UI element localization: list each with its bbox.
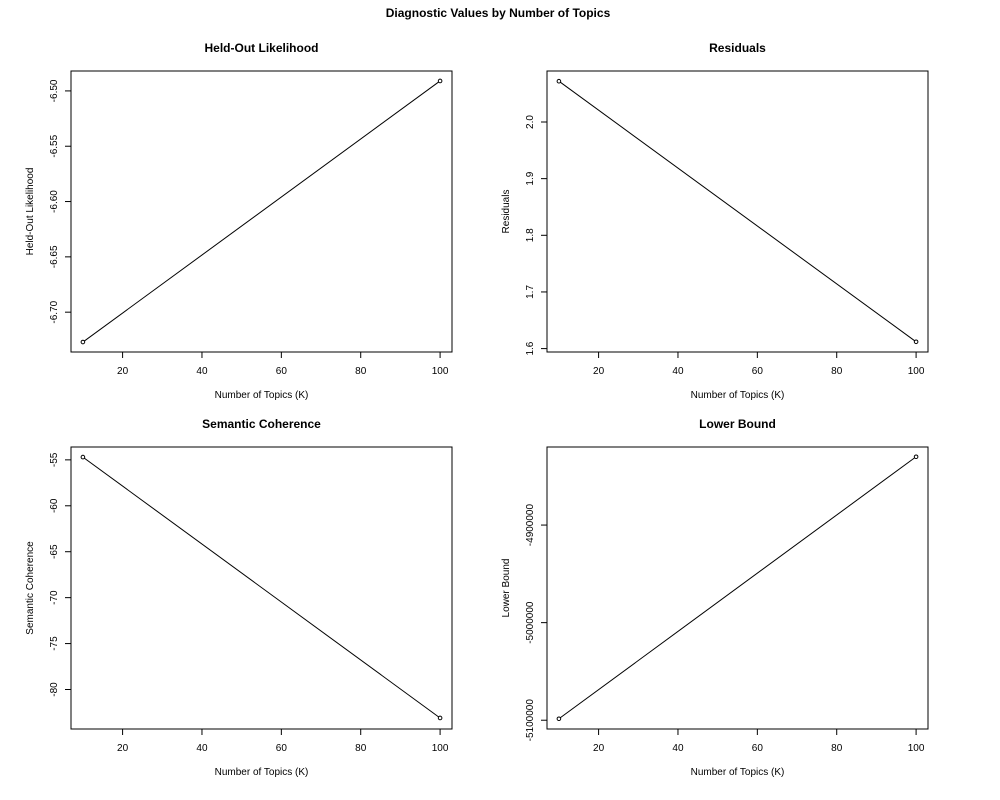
residuals-y-tick-label: 1.9 [525, 171, 536, 185]
semantic-coherence-y-tick-label: -55 [49, 452, 60, 467]
semantic-coherence-x-axis-label: Number of Topics (K) [215, 767, 309, 778]
semantic-coherence-y-tick-label: -80 [49, 682, 60, 697]
lower-bound-y-tick-label: -5000000 [525, 601, 536, 644]
lower-bound-plot-frame [546, 446, 929, 730]
lower-bound-x-tick-label: 40 [672, 743, 684, 754]
lower-bound-x-tick-label: 80 [831, 743, 843, 754]
semantic-coherence-series-line [82, 456, 441, 719]
semantic-coherence-x-tick-label: 80 [355, 743, 367, 754]
held-out-likelihood-x-tick-label: 100 [432, 366, 449, 377]
residuals-series-line [558, 80, 917, 343]
lower-bound-x-tick-label: 20 [593, 743, 605, 754]
held-out-likelihood-x-tick-label: 80 [355, 366, 367, 377]
figure-title: Diagnostic Values by Number of Topics [386, 6, 611, 20]
lower-bound-y-axis-label: Lower Bound [501, 559, 512, 618]
held-out-likelihood-y-tick-label: -6.70 [49, 300, 60, 323]
lower-bound-data-point [556, 716, 562, 722]
semantic-coherence-title: Semantic Coherence [202, 417, 321, 431]
held-out-likelihood-series-line [82, 80, 441, 343]
semantic-coherence-x-tick-label: 40 [196, 743, 208, 754]
residuals-x-tick-label: 20 [593, 366, 605, 377]
held-out-likelihood-y-tick-label: -6.60 [49, 190, 60, 213]
lower-bound-series-line [558, 456, 917, 720]
residuals-x-tick-label: 80 [831, 366, 843, 377]
residuals-y-tick-label: 1.8 [525, 228, 536, 242]
lower-bound-data-point [913, 454, 919, 460]
residuals-title: Residuals [709, 41, 766, 55]
residuals-data-point [913, 339, 919, 345]
semantic-coherence-x-tick-label: 100 [432, 743, 449, 754]
semantic-coherence-x-tick-label: 60 [276, 743, 288, 754]
panel-residuals: Residuals 20 40 60 80 100 1.6 1.7 1.8 1.9 2.0 Numbe… [501, 41, 929, 401]
held-out-likelihood-x-tick-label: 60 [276, 366, 288, 377]
panel-lower-bound: Lower Bound 20 40 60 80 100 -5100000 -5000000 -4… [501, 417, 929, 778]
held-out-likelihood-x-tick-label: 20 [117, 366, 129, 377]
held-out-likelihood-y-tick-label: -6.55 [49, 134, 60, 157]
semantic-coherence-data-point [437, 715, 443, 721]
residuals-x-tick-label: 100 [908, 366, 925, 377]
held-out-likelihood-plot-frame [70, 70, 453, 353]
lower-bound-y-tick-label: -4900000 [525, 503, 536, 546]
held-out-likelihood-x-tick-label: 40 [196, 366, 208, 377]
semantic-coherence-y-tick-label: -75 [49, 636, 60, 651]
residuals-y-tick-label: 1.7 [525, 285, 536, 299]
lower-bound-y-tick-label: -5100000 [525, 699, 536, 742]
held-out-likelihood-title: Held-Out Likelihood [205, 41, 319, 55]
residuals-plot-frame [546, 70, 929, 353]
panel-held-out-likelihood: Held-Out Likelihood 20 40 60 80 100 -6.70 -6.65… [25, 41, 453, 401]
held-out-likelihood-y-tick-label: -6.65 [49, 245, 60, 268]
held-out-likelihood-data-point [437, 78, 443, 84]
residuals-y-axis-label: Residuals [501, 190, 512, 234]
semantic-coherence-y-tick-label: -60 [49, 498, 60, 513]
semantic-coherence-y-tick-label: -70 [49, 590, 60, 605]
held-out-likelihood-data-point [80, 339, 86, 345]
residuals-data-point [556, 78, 562, 84]
lower-bound-x-axis-label: Number of Topics (K) [691, 767, 785, 778]
semantic-coherence-plot-frame [70, 446, 453, 730]
held-out-likelihood-x-axis-label: Number of Topics (K) [215, 390, 309, 401]
held-out-likelihood-y-axis-label: Held-Out Likelihood [25, 168, 36, 256]
residuals-x-axis-label: Number of Topics (K) [691, 390, 785, 401]
residuals-y-tick-label: 1.6 [525, 341, 536, 355]
lower-bound-x-tick-label: 100 [908, 743, 925, 754]
lower-bound-title: Lower Bound [699, 417, 776, 431]
residuals-x-tick-label: 40 [672, 366, 684, 377]
semantic-coherence-data-point [80, 454, 86, 460]
residuals-y-tick-label: 2.0 [525, 115, 536, 129]
residuals-x-tick-label: 60 [752, 366, 764, 377]
semantic-coherence-y-axis-label: Semantic Coherence [25, 541, 36, 635]
lower-bound-x-tick-label: 60 [752, 743, 764, 754]
held-out-likelihood-y-tick-label: -6.50 [49, 79, 60, 102]
semantic-coherence-x-tick-label: 20 [117, 743, 129, 754]
semantic-coherence-y-tick-label: -65 [49, 544, 60, 559]
panel-semantic-coherence: Semantic Coherence 20 40 60 80 100 -80 -75 -70 -6… [25, 417, 453, 778]
